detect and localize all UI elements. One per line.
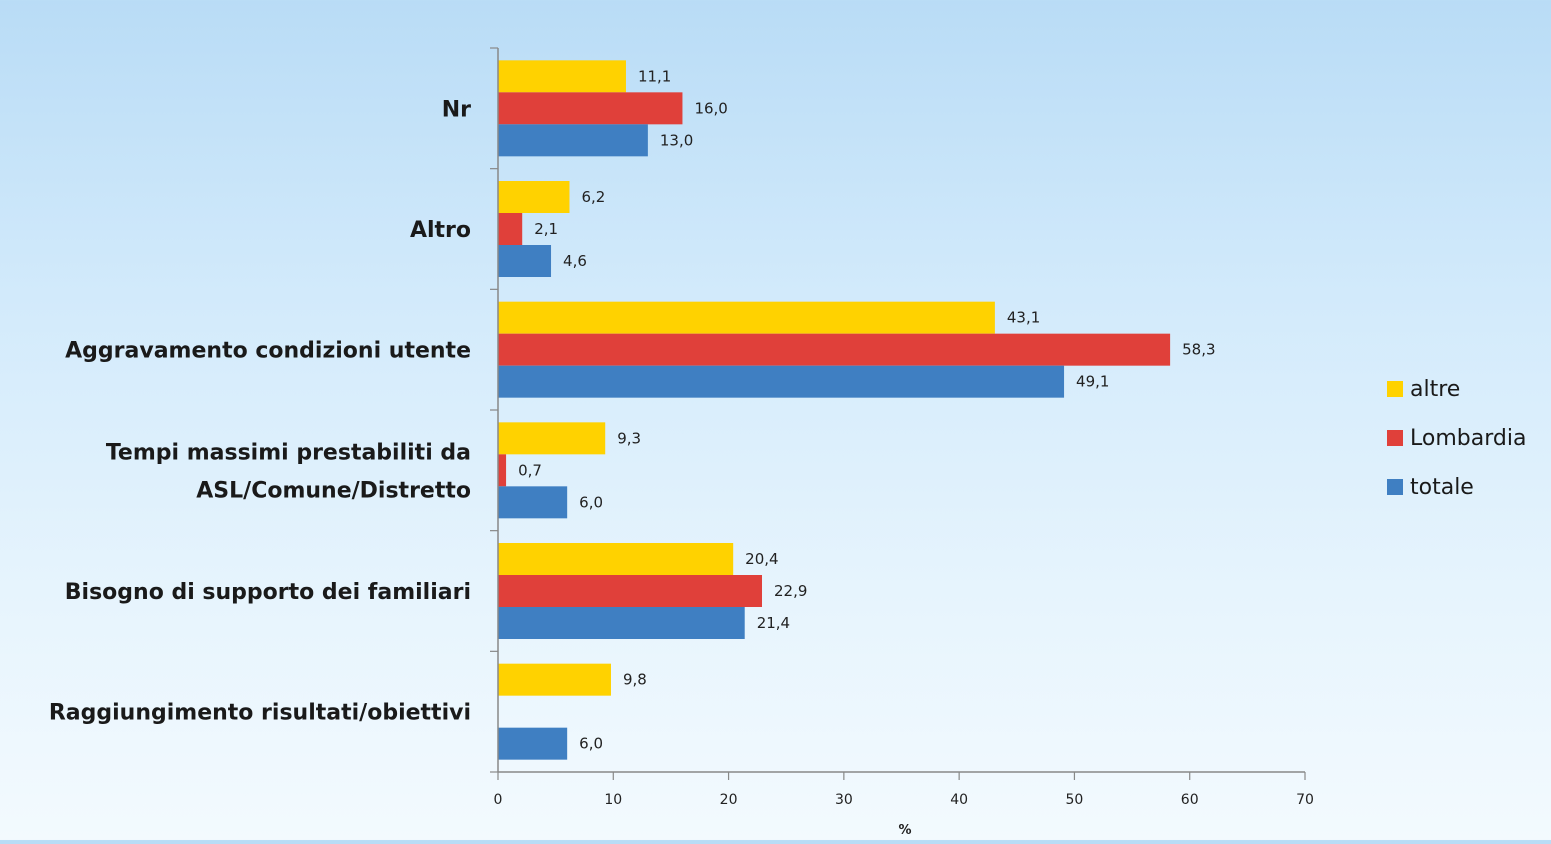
data-label: 16,0 <box>694 99 727 117</box>
bar-totale-3 <box>498 486 568 519</box>
x-tick-label: 20 <box>720 792 738 808</box>
data-label: 11,1 <box>638 67 671 85</box>
bar-totale-2 <box>498 365 1065 398</box>
x-tick-label: 0 <box>494 792 503 808</box>
category-label: Aggravamento condizioni utente <box>65 339 471 364</box>
data-label: 2,1 <box>534 220 558 238</box>
category-label: Tempi massimi prestabiliti da <box>106 440 471 465</box>
data-label: 20,4 <box>745 550 778 568</box>
category-label: Bisogno di supporto dei familiari <box>65 580 471 605</box>
x-tick-label: 50 <box>1066 792 1084 808</box>
legend-swatch-altre <box>1387 381 1403 397</box>
data-label: 6,0 <box>579 493 603 511</box>
data-label: 22,9 <box>774 582 807 600</box>
category-label: Nr <box>442 97 471 122</box>
bar-altre-1 <box>498 181 570 213</box>
bar-lombardia-3 <box>498 454 507 487</box>
legend-label: altre <box>1410 377 1460 402</box>
bar-altre-3 <box>498 422 606 455</box>
legend-swatch-lombardia <box>1387 430 1403 446</box>
x-axis-title: % <box>898 823 911 838</box>
bar-lombardia-2 <box>498 333 1171 366</box>
data-label: 6,0 <box>579 735 603 753</box>
category-label: ASL/Comune/Distretto <box>196 478 471 503</box>
bar-totale-5 <box>498 727 568 760</box>
data-label: 49,1 <box>1076 373 1109 391</box>
category-label: Raggiungimento risultati/obiettivi <box>49 701 471 726</box>
data-label: 4,6 <box>563 252 587 270</box>
data-label: 43,1 <box>1007 309 1040 327</box>
data-label: 9,3 <box>617 429 641 447</box>
bar-altre-5 <box>498 663 611 696</box>
bar-totale-0 <box>498 124 648 157</box>
bar-lombardia-4 <box>498 575 763 607</box>
bar-totale-4 <box>498 607 745 639</box>
data-label: 21,4 <box>757 614 790 632</box>
category-label: Altro <box>410 218 471 243</box>
data-label: 6,2 <box>581 188 605 206</box>
legend-swatch-totale <box>1387 479 1403 495</box>
bar-lombardia-0 <box>498 92 683 125</box>
bar-lombardia-1 <box>498 213 523 245</box>
x-tick-label: 70 <box>1296 792 1314 808</box>
bar-altre-2 <box>498 301 995 334</box>
x-tick-label: 40 <box>950 792 968 808</box>
data-label: 58,3 <box>1182 341 1215 359</box>
bar-totale-1 <box>498 245 552 277</box>
data-label: 9,8 <box>623 671 647 689</box>
data-label: 0,7 <box>518 461 542 479</box>
x-tick-label: 60 <box>1181 792 1199 808</box>
x-tick-label: 30 <box>835 792 853 808</box>
bar-altre-0 <box>498 60 626 93</box>
x-tick-label: 10 <box>604 792 622 808</box>
bar-altre-4 <box>498 543 734 575</box>
legend-label: Lombardia <box>1410 426 1526 451</box>
legend-label: totale <box>1410 475 1474 500</box>
data-label: 13,0 <box>660 131 693 149</box>
